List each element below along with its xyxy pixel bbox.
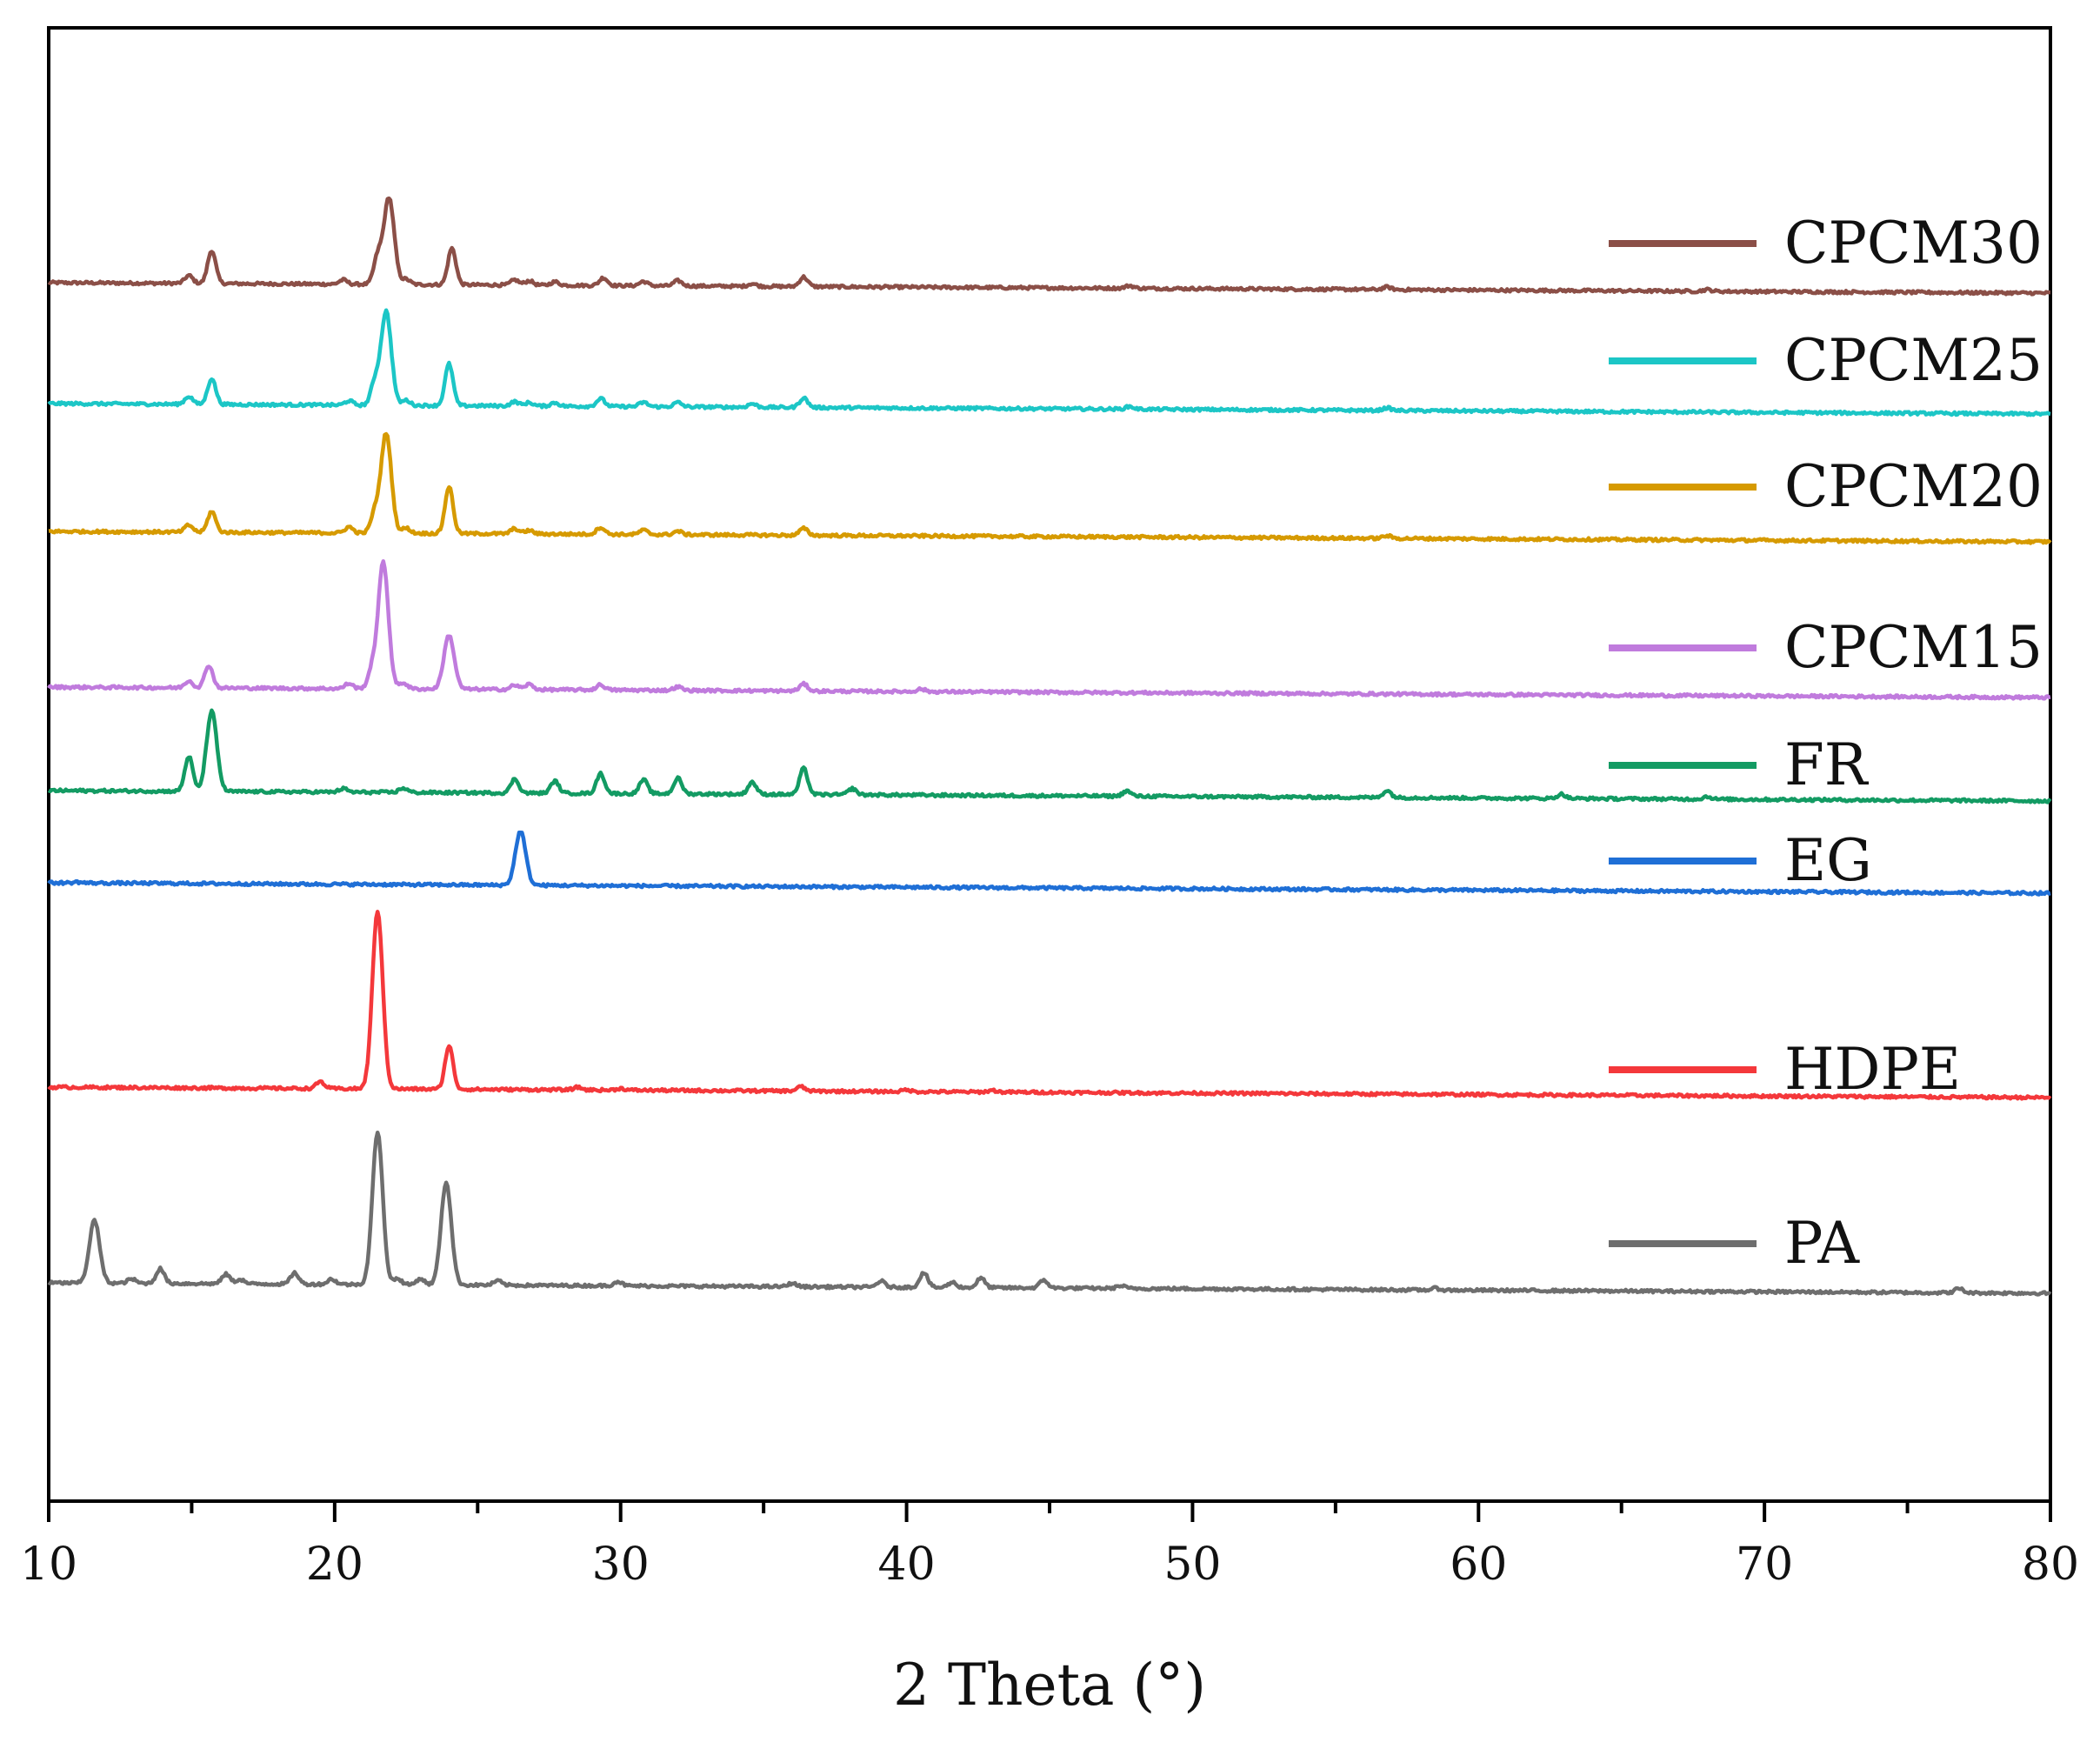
legend-label-cpcm30: CPCM30 xyxy=(1784,210,2043,277)
legend-label-fr: FR xyxy=(1784,731,1870,798)
series-line-fr xyxy=(47,708,2052,804)
x-tick-label-50: 50 xyxy=(1163,1539,1221,1591)
x-tick-label-40: 40 xyxy=(877,1539,935,1591)
legend-label-pa: PA xyxy=(1784,1210,1860,1277)
legend-item-cpcm30: CPCM30 xyxy=(1609,210,2043,277)
series-line-pa xyxy=(47,1130,2052,1297)
legend-item-eg: EG xyxy=(1609,827,1872,894)
legend-item-hdpe: HDPE xyxy=(1609,1036,1961,1103)
x-tick-label-80: 80 xyxy=(2022,1539,2079,1591)
series-line-cpcm20 xyxy=(48,431,2052,545)
x-tick-label-70: 70 xyxy=(1736,1539,1793,1591)
series-line-hdpe xyxy=(47,910,2052,1101)
legend-item-cpcm15: CPCM15 xyxy=(1609,614,2043,681)
legend-label-hdpe: HDPE xyxy=(1784,1036,1961,1103)
series-line-eg xyxy=(47,830,2051,897)
legend: CPCM30 CPCM25 CPCM20 CPCM15 FR EG HDPE PA xyxy=(1609,210,2043,1277)
legend-label-eg: EG xyxy=(1784,827,1872,894)
legend-item-pa: PA xyxy=(1609,1210,1860,1277)
legend-item-cpcm25: CPCM25 xyxy=(1609,327,2043,394)
legend-item-fr: FR xyxy=(1609,731,1870,798)
x-axis-title: 2 Theta (°) xyxy=(893,1652,1206,1719)
legend-label-cpcm15: CPCM15 xyxy=(1784,614,2043,681)
legend-label-cpcm20: CPCM20 xyxy=(1784,453,2043,520)
series-line-cpcm15 xyxy=(47,559,2051,701)
x-axis-ticks: 10 20 30 40 50 60 70 80 xyxy=(20,1501,2079,1591)
series-line-cpcm30 xyxy=(47,196,2051,297)
series-line-cpcm25 xyxy=(47,308,2051,417)
x-tick-label-60: 60 xyxy=(1450,1539,1507,1591)
x-tick-label-10: 10 xyxy=(20,1539,77,1591)
legend-item-cpcm20: CPCM20 xyxy=(1609,453,2043,520)
legend-label-cpcm25: CPCM25 xyxy=(1784,327,2043,394)
series-layer xyxy=(47,196,2052,1297)
x-tick-label-30: 30 xyxy=(592,1539,650,1591)
x-tick-label-20: 20 xyxy=(306,1539,363,1591)
